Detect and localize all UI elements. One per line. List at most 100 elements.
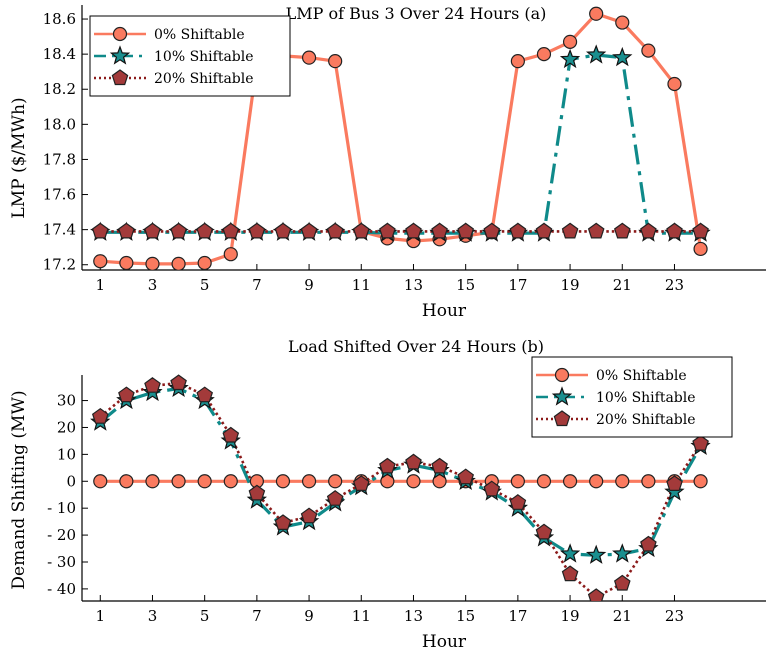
- panel-b-series-2-point: [457, 468, 475, 485]
- panel-a-series-2-point: [587, 222, 605, 239]
- panel-a-y-tick-label: 17.2: [43, 256, 76, 274]
- panel-b-series-2-point: [118, 386, 135, 403]
- panel-b-x-tick-label: 9: [304, 607, 314, 625]
- panel-a-series-2-point: [561, 222, 579, 239]
- panel-b-series-0-point: [275, 474, 291, 489]
- panel-b-y-tick-label: 30: [57, 392, 76, 410]
- panel-b-series-2-point: [352, 475, 370, 491]
- panel-a-y-tick-label: 17.6: [43, 186, 76, 204]
- panel-b-y-tick-label: - 10: [47, 499, 76, 517]
- panel-b-series-1-point: [559, 543, 581, 563]
- panel-a-series-2-point: [457, 222, 475, 239]
- panel-b-series-2-point: [483, 480, 501, 497]
- panel-b-y-tick-label: - 30: [47, 553, 76, 571]
- panel-a-series-0-point: [641, 43, 656, 58]
- panel-a-y-tick-label: 17.8: [43, 150, 76, 168]
- panel-a-series-0-point: [223, 247, 238, 262]
- panel-a-series-2-point: [379, 222, 396, 239]
- panel-b-series-1-point: [664, 481, 685, 501]
- panel-b-x-tick-label: 17: [508, 607, 527, 625]
- panel-a-series-2-point: [405, 222, 422, 239]
- panel-a-series-2-point: [613, 222, 631, 239]
- panel-a-series-2-point: [196, 222, 214, 239]
- panel-a-series-1-point: [585, 44, 607, 64]
- panel-b-legend-marker-1: [551, 386, 573, 406]
- panel-b-series-0-point: [536, 474, 552, 489]
- panel-a-series-0-point: [119, 255, 134, 270]
- panel-b-y-tick-label: 20: [57, 418, 76, 436]
- panel-a-series-0-point: [589, 6, 604, 21]
- panel-a-series-0-point: [667, 76, 682, 92]
- panel-b-x-axis-label: Hour: [422, 632, 467, 652]
- panel-a-series-2-point: [91, 222, 109, 239]
- panel-b-y-tick-label: - 40: [47, 580, 76, 598]
- panel-a-series-0-point: [197, 255, 212, 270]
- panel-b-series-2-point: [274, 514, 292, 531]
- panel-b-x-tick-label: 21: [613, 607, 632, 625]
- panel-a-series-1-point: [559, 48, 581, 69]
- panel-b-legend-label-2: 20% Shiftable: [596, 412, 696, 428]
- panel-a-series-2-point: [118, 222, 135, 239]
- panel-b-plot-area: [90, 374, 711, 601]
- panel-b-y-tick-label: 0: [66, 472, 76, 490]
- panel-b-legend-marker-2: [553, 410, 571, 427]
- panel-b-series-2-point: [587, 588, 605, 601]
- panel-b-series-0-point: [145, 474, 160, 489]
- panel-a-series-2-point: [692, 222, 709, 239]
- panel-b-x-tick-label: 7: [252, 607, 262, 625]
- panel-a-series-0-point: [145, 256, 160, 270]
- panel-b-series-2-point: [326, 490, 344, 506]
- panel-a-series-0-point: [93, 254, 108, 269]
- panel-b-x-tick-label: 19: [561, 607, 580, 625]
- panel-b-series-0-point: [589, 474, 604, 489]
- panel-b-series-2-point: [405, 453, 422, 470]
- panel-a-series-2-point: [170, 222, 187, 239]
- panel-a-legend-label-2: 20% Shiftable: [154, 71, 254, 87]
- panel-b-x-tick-label: 23: [665, 607, 684, 625]
- panel-a-legend: 0% Shiftable 10% Shiftable 20% Shiftable: [89, 15, 291, 97]
- panel-b-series-2-point: [196, 386, 214, 403]
- panel-b-series-0-point: [641, 474, 656, 489]
- panel-b-y-tick-label: - 20: [47, 526, 76, 544]
- panel-a-series-0-point: [510, 54, 525, 69]
- panel-a-plot-area: [90, 6, 711, 270]
- panel-b-y-axis-label: Demand Shifting (MW): [9, 390, 29, 589]
- panel-a-series-0-point: [615, 15, 630, 30]
- panel-b-title: Load Shifted Over 24 Hours (b): [288, 337, 544, 356]
- panel-b-legend-label-0: 0% Shiftable: [596, 368, 687, 384]
- panel-b-series-0-point: [119, 474, 134, 489]
- panel-a-series-1-point: [612, 46, 633, 67]
- panel-a-series-2-point: [248, 222, 266, 239]
- panel-a-series-0-point: [536, 47, 552, 62]
- panel-b-x-tick-label: 11: [352, 607, 371, 625]
- panel-b-load-shifted-chart: Load Shifted Over 24 Hours (b) Hour Dema…: [9, 337, 766, 652]
- panel-a-y-tick-label: 18.4: [43, 45, 76, 63]
- panel-a-series-2-point: [300, 222, 318, 239]
- panel-b-series-2-point: [379, 457, 396, 474]
- panel-a-series-0-point: [301, 50, 317, 65]
- panel-a-series-2-point: [431, 222, 448, 239]
- panel-a-series-2-point: [352, 222, 370, 239]
- panel-b-series-0-point: [615, 474, 630, 489]
- panel-b-legend-label-1: 10% Shiftable: [596, 390, 696, 406]
- panel-a-legend-label-0: 0% Shiftable: [154, 27, 245, 43]
- panel-a-series-2-point: [640, 222, 657, 239]
- panel-b-x-tick-label: 15: [456, 607, 475, 625]
- panel-b-x-tick-label: 3: [148, 607, 158, 625]
- panel-b-series-2-point: [613, 574, 631, 591]
- panel-a-x-axis-label: Hour: [422, 301, 467, 321]
- panel-a-y-tick-label: 18.6: [43, 10, 76, 28]
- panel-a-x-tick-label: 23: [665, 276, 684, 294]
- panel-a-x-tick-label: 21: [613, 276, 632, 294]
- panel-a-legend-marker-1: [109, 45, 131, 65]
- panel-b-series-1-point: [612, 543, 633, 563]
- panel-b-series-2-point: [300, 507, 318, 524]
- panel-b-series-0-point: [171, 474, 186, 489]
- panel-b-series-2-point: [561, 565, 579, 582]
- panel-b-series-2-point: [170, 374, 187, 391]
- panel-b-legend: 0% Shiftable 10% Shiftable 20% Shiftable: [531, 356, 733, 438]
- panel-b-series-1-point: [585, 544, 607, 564]
- panel-b-x-tick-label: 1: [95, 607, 105, 625]
- panel-a-x-tick-label: 17: [508, 276, 527, 294]
